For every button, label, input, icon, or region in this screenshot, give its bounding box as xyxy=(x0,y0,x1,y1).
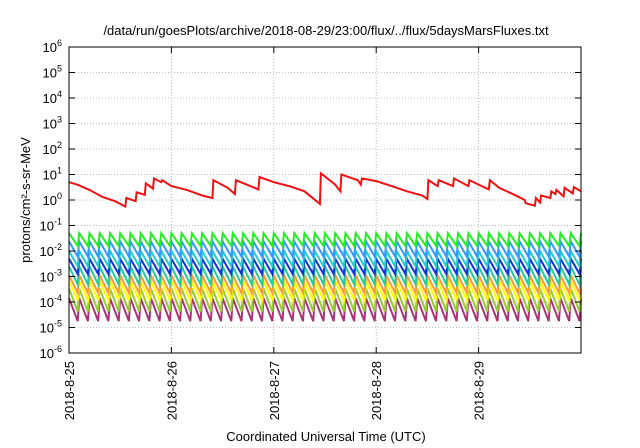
y-tick-label: 106 xyxy=(43,38,62,55)
x-tick-label: 2018-8-26 xyxy=(164,361,179,420)
x-tick-label: 2018-8-29 xyxy=(472,361,487,420)
y-tick-label: 10-2 xyxy=(40,242,62,259)
y-tick-label: 10-6 xyxy=(40,344,62,361)
series-group xyxy=(68,171,582,322)
y-tick-label: 102 xyxy=(43,140,62,157)
series-line xyxy=(68,230,582,249)
x-tick-label: 2018-8-25 xyxy=(62,361,77,420)
y-tick-label: 100 xyxy=(43,191,62,208)
y-axis: 10-6 10-5 10-4 10-3 10-2 10-1 100 101 102 103 104 1… xyxy=(40,38,581,361)
y-tick-label: 104 xyxy=(43,89,62,106)
y-axis-label: protons/cm²-s-sr-MeV xyxy=(18,137,33,263)
y-tick-label: 10-5 xyxy=(40,319,62,336)
x-tick-label: 2018-8-27 xyxy=(267,361,282,420)
chart-title: /data/run/goesPlots/archive/2018-08-29/2… xyxy=(103,23,549,38)
x-tick-label: 2018-8-28 xyxy=(369,361,384,420)
y-tick-label: 101 xyxy=(43,166,62,183)
x-axis: 2018-8-25 2018-8-26 2018-8-27 2018-8-28 2018… xyxy=(62,47,487,420)
x-axis-label: Coordinated Universal Time (UTC) xyxy=(226,429,425,444)
y-tick-label: 10-3 xyxy=(40,268,62,285)
y-tick-label: 105 xyxy=(43,64,62,81)
y-tick-label: 103 xyxy=(43,115,62,132)
y-tick-label: 10-1 xyxy=(40,217,62,234)
y-tick-label: 10-4 xyxy=(40,293,62,310)
series-line xyxy=(68,171,582,209)
